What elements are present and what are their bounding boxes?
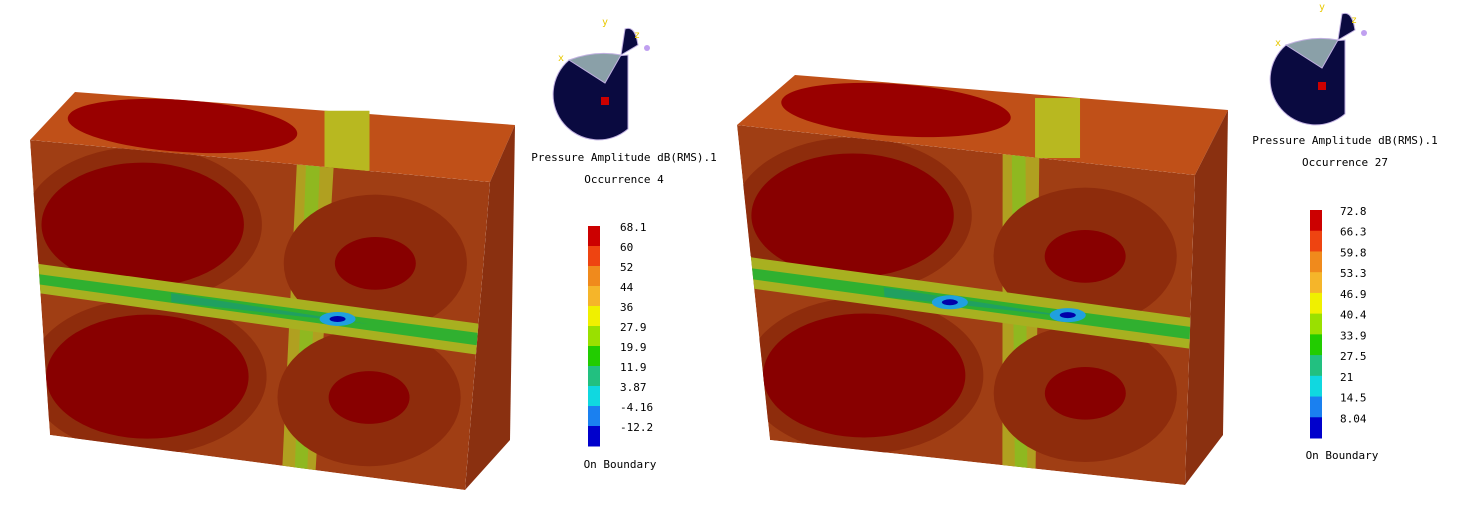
lobe [751,153,954,278]
legend-label: 72.8 [1340,205,1367,218]
compass-dot [1361,30,1367,36]
legend-label: 27.5 [1340,350,1367,363]
lobe [1044,230,1126,283]
legend-swatch [1310,313,1322,335]
legend-footer: On Boundary [584,458,657,471]
lobe [328,371,410,424]
axis-label: z [634,30,640,41]
node [329,315,346,322]
lobe [1044,366,1126,420]
lobe [762,313,966,438]
box-side [1185,110,1228,485]
compass-origin [1318,82,1326,90]
orientation-compass: x y z [1269,2,1367,126]
legend-swatch [588,366,600,387]
lobe [334,237,416,290]
legend-footer: On Boundary [1306,449,1379,462]
orientation-compass: x y z [552,17,650,141]
legend-label: 36 [620,301,633,314]
legend-occurrence: Occurrence 4 [584,173,664,186]
legend-swatch [1310,251,1322,273]
box-front [737,125,1195,485]
result-panel: x y z Pressure Amplitude dB(RMS).1 Occurrenc… [30,17,717,490]
legend-swatch [1310,292,1322,315]
top-hot [781,82,1011,138]
legend-swatch [588,386,600,407]
compass-arm [620,27,639,56]
legend-label: 53.3 [1340,267,1367,280]
legend-label: 3.87 [620,381,647,394]
legend-label: -4.16 [620,401,653,414]
lobe [41,162,244,287]
legend-swatch [588,246,600,267]
legend-label: 11.9 [620,361,647,374]
top-band [1035,98,1081,159]
h-band-t [883,287,1081,319]
top-band [324,110,370,171]
legend-title: Pressure Amplitude dB(RMS).1 [531,151,716,164]
node [941,299,958,306]
legend-swatch [1310,210,1322,232]
axis-label: x [1275,38,1281,49]
legend-label: 14.5 [1340,392,1367,405]
legend-swatch [1310,396,1322,418]
legend-label: 60 [620,241,633,254]
legend-swatch [1310,355,1322,377]
top-hot [67,98,298,154]
legend-swatch [1310,272,1322,294]
legend-swatch [588,346,600,367]
legend-swatch [1310,230,1322,252]
compass-dot [644,45,650,51]
legend-title: Pressure Amplitude dB(RMS).1 [1252,134,1437,147]
legend-swatch [588,426,600,447]
legend-label: 27.9 [620,321,647,334]
legend-label: 46.9 [1340,288,1367,301]
legend-label: 44 [620,281,634,294]
legend-label: 52 [620,261,633,274]
legend-swatch [588,406,600,427]
axis-label: y [602,17,608,28]
box-front [30,140,490,490]
legend-swatch [588,306,600,327]
legend-swatch [588,286,600,307]
legend-swatch [1310,375,1322,398]
legend-label: 40.4 [1340,309,1367,322]
lobe [46,314,249,439]
legend-swatch [1310,334,1322,356]
node [1059,312,1076,319]
h-band-t [171,293,369,324]
axis-label: y [1319,2,1325,13]
axis-label: x [558,53,564,64]
legend-label: 59.8 [1340,246,1367,259]
compass-origin [601,97,609,105]
result-panel: x y z Pressure Amplitude dB(RMS).1 Occurrenc… [737,2,1438,485]
legend-label: 8.04 [1340,412,1367,425]
compass-arm [1337,12,1356,41]
legend-label: 21 [1340,371,1353,384]
legend-label: 68.1 [620,221,647,234]
legend-label: -12.2 [620,421,653,434]
box-side [465,125,515,490]
legend-swatch [1310,417,1322,439]
legend-label: 66.3 [1340,226,1367,239]
legend-swatch [588,326,600,347]
legend-occurrence: Occurrence 27 [1302,156,1388,169]
legend-swatch [588,226,600,247]
legend-swatch [588,266,600,287]
legend-label: 33.9 [1340,329,1367,342]
legend-label: 19.9 [620,341,647,354]
axis-label: z [1351,15,1357,26]
